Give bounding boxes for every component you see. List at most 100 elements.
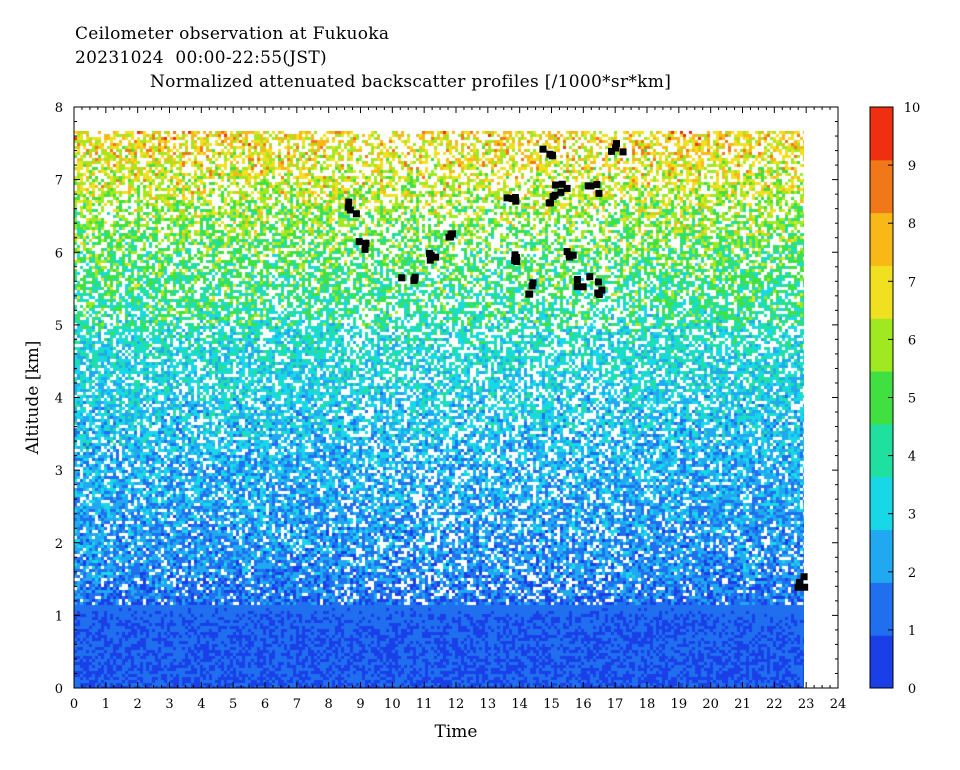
colorbar-segment: [870, 107, 893, 161]
x-tick-label: 9: [356, 697, 364, 712]
cloud-marker: [558, 180, 566, 188]
colorbar: 0 1 2 3 4 5 6 7 8 9 10: [869, 101, 921, 697]
cloud-marker: [586, 273, 594, 281]
cloud-marker: [426, 256, 434, 264]
cloud-marker: [362, 239, 370, 247]
cloud-marker: [355, 238, 363, 246]
cloud-marker: [608, 147, 616, 155]
cloud-marker: [598, 286, 606, 294]
colorbar-tick-label: 0: [908, 682, 916, 697]
cloud-marker: [595, 189, 603, 197]
cloud-marker: [794, 583, 802, 591]
colorbar-tick-label: 9: [908, 159, 916, 174]
cloud-marker: [579, 283, 587, 291]
colorbar-segment: [870, 529, 893, 583]
cloud-marker: [411, 275, 419, 283]
chart-title-quantity: Normalized attenuated backscatter profil…: [150, 72, 672, 92]
cloud-marker: [795, 579, 803, 587]
x-tick-label: 6: [261, 697, 269, 712]
x-tick-label: 3: [165, 697, 173, 712]
colorbar-segment: [870, 265, 893, 319]
x-tick-label: 15: [543, 697, 560, 712]
chart-title-station: Ceilometer observation at Fukuoka: [75, 24, 390, 44]
x-tick-label: 2: [134, 697, 142, 712]
cloud-marker: [345, 198, 353, 206]
cloud-marker: [800, 573, 808, 581]
cloud-marker: [352, 210, 360, 218]
heatmap-image: [74, 130, 804, 688]
cloud-marker: [573, 283, 581, 291]
x-tick-label: 24: [830, 697, 847, 712]
y-tick-label: 5: [55, 319, 63, 334]
colorbar-segment: [870, 476, 893, 531]
cloud-marker: [595, 291, 603, 299]
colorbar-segment: [870, 212, 893, 266]
y-tick-label: 7: [55, 174, 63, 189]
cloud-markers: [344, 140, 809, 591]
cloud-marker: [427, 251, 435, 259]
cloud-marker: [565, 251, 573, 259]
cloud-marker: [445, 233, 453, 241]
colorbar-segment: [870, 371, 893, 425]
y-tick-label: 8: [55, 101, 63, 116]
cloud-marker: [551, 191, 559, 199]
cloud-marker: [801, 583, 809, 591]
x-tick-label: 18: [639, 697, 656, 712]
x-tick-label: 4: [197, 697, 205, 712]
colorbar-tick-label: 3: [908, 508, 916, 523]
cloud-marker: [552, 181, 560, 189]
y-tick-label: 6: [55, 246, 63, 261]
x-tick-label: 13: [480, 697, 497, 712]
x-tick-label: 22: [766, 697, 783, 712]
colorbar-segment: [870, 635, 893, 689]
x-tick-label: 20: [702, 697, 719, 712]
cloud-marker: [587, 182, 595, 190]
y-tick-label: 4: [55, 392, 63, 407]
cloud-marker: [512, 197, 520, 205]
cloud-marker: [539, 145, 547, 153]
x-tick-label: 21: [734, 697, 751, 712]
colorbar-tick-label: 8: [908, 217, 916, 232]
cloud-marker: [529, 279, 537, 287]
colorbar-tick-label: 2: [908, 566, 916, 581]
colorbar-segment: [870, 318, 893, 372]
x-axis: 0 1 2 3 4 5 6 7 8 9 10 11 12 13 14 15 16 17 18 19 20 21 22 23 24: [70, 107, 846, 712]
x-tick-label: 7: [293, 697, 301, 712]
y-axis-label: Altitude [km]: [23, 341, 43, 456]
x-tick-label: 17: [607, 697, 624, 712]
colorbar-tick-label: 6: [908, 333, 916, 348]
cloud-marker: [569, 251, 577, 259]
colorbar-tick-label: 7: [908, 275, 916, 290]
cloud-marker: [563, 184, 571, 192]
cloud-marker: [619, 148, 627, 156]
x-tick-label: 11: [416, 697, 433, 712]
colorbar-tick-label: 1: [908, 624, 916, 639]
x-tick-label: 1: [102, 697, 110, 712]
cloud-marker: [557, 188, 565, 196]
backscatter-heatmap: [74, 130, 804, 688]
cloud-marker: [432, 253, 440, 261]
cloud-marker: [503, 194, 511, 202]
x-tick-label: 19: [671, 697, 688, 712]
cloud-marker: [398, 274, 406, 282]
x-tick-label: 5: [229, 697, 237, 712]
y-tick-label: 3: [55, 464, 63, 479]
y-axis: 0 1 2 3 4 5 6 7 8: [55, 101, 838, 697]
cloud-marker: [573, 276, 581, 284]
colorbar-segment: [870, 423, 893, 478]
colorbar-tick-label: 10: [904, 101, 921, 116]
x-tick-label: 16: [575, 697, 592, 712]
cloud-marker: [526, 290, 534, 298]
cloud-marker: [511, 256, 519, 264]
cloud-marker: [511, 251, 519, 259]
y-tick-label: 0: [55, 682, 63, 697]
x-tick-label: 12: [448, 697, 465, 712]
cloud-marker: [593, 181, 601, 189]
colorbar-segment: [870, 159, 893, 214]
cloud-marker: [612, 140, 620, 148]
x-tick-label: 14: [511, 697, 528, 712]
colorbar-tick-label: 5: [908, 392, 916, 407]
cloud-marker: [612, 144, 620, 152]
cloud-marker: [594, 278, 602, 286]
cloud-marker: [546, 199, 554, 207]
